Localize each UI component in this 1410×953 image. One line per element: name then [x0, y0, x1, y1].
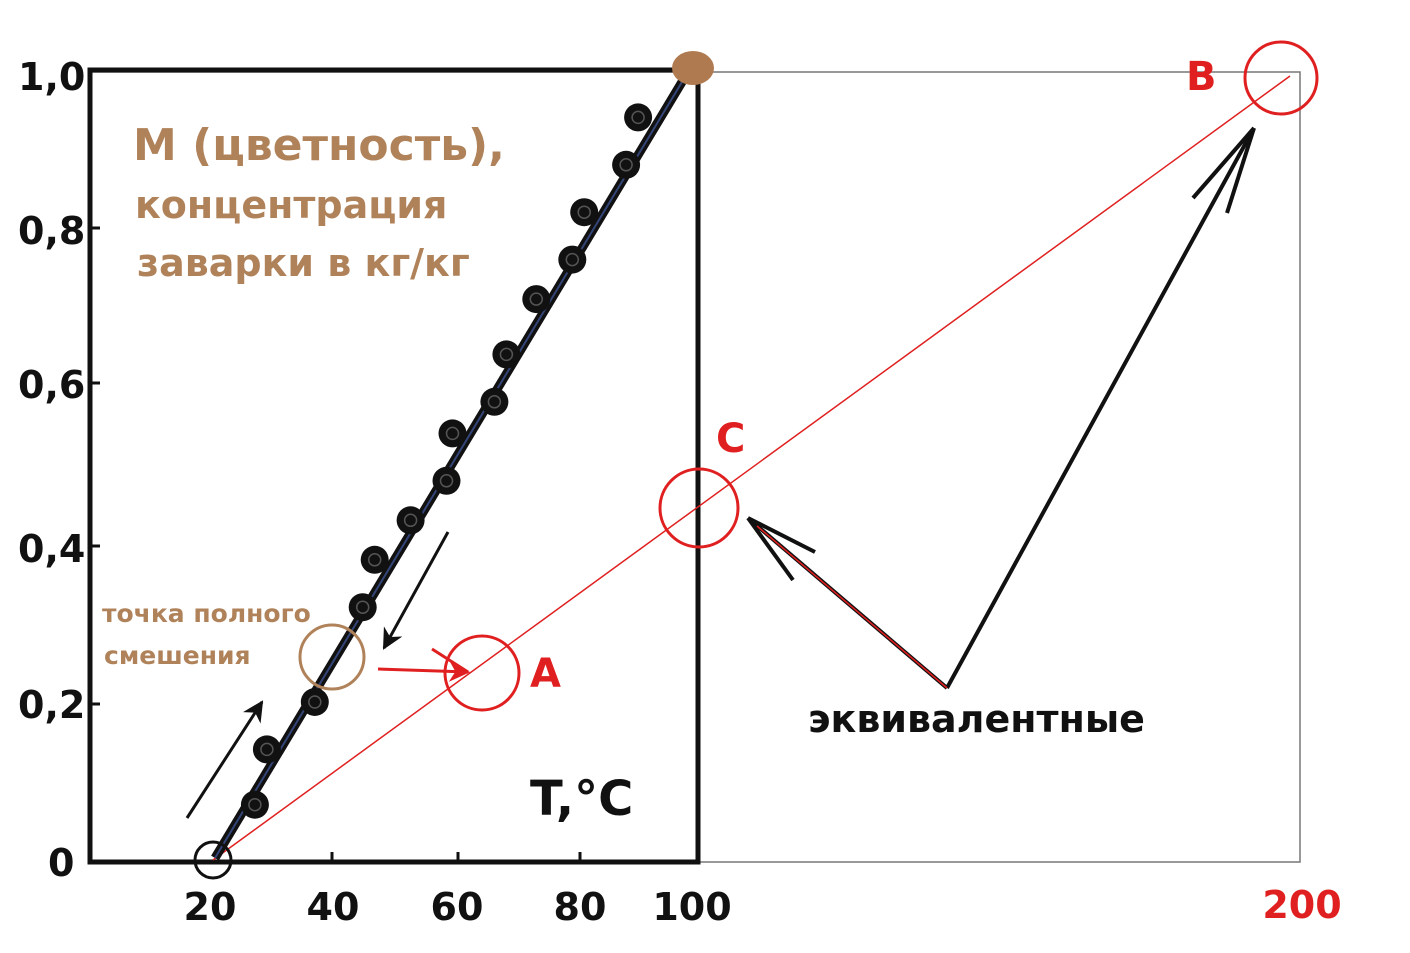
equivalent-arrows [746, 126, 1256, 690]
point-c-label: C [716, 416, 745, 462]
y-tick-marks [90, 226, 100, 706]
data-point [612, 150, 641, 179]
data-point [480, 387, 509, 416]
y-tick-label: 0 [48, 841, 74, 885]
x-tick-marks [330, 852, 582, 862]
x-tick-label: 100 [652, 885, 731, 929]
data-point-highlight [260, 742, 274, 757]
x-tick-label-200: 200 [1262, 883, 1341, 927]
x-axis-label: T,°C [530, 771, 633, 827]
endpoint-marker [672, 51, 714, 85]
up-arrow [185, 700, 264, 819]
mixing-to-a-arrow [377, 660, 471, 682]
y-axis-label: М (цветность), концентрация заварки в кг… [133, 120, 505, 285]
plot-frame [87, 67, 701, 865]
data-point [432, 466, 461, 495]
data-point [522, 285, 551, 314]
point-b-label: B [1186, 54, 1217, 100]
data-point-highlight [403, 513, 418, 528]
mixing-point-circle [298, 623, 366, 691]
y-axis-label-line3: заварки в кг/кг [137, 241, 470, 285]
y-tick-labels: 1,0 0,8 0,6 0,4 0,2 0 [18, 55, 85, 885]
x-tick-label: 20 [184, 885, 237, 929]
fit-line-highlight [214, 71, 689, 859]
x-tick-labels: 20 40 60 80 100 200 [184, 883, 1342, 929]
y-tick-label: 1,0 [18, 55, 85, 99]
data-point [240, 790, 269, 819]
data-point [558, 245, 587, 274]
mixing-line [212, 75, 1291, 861]
data-point-highlight [487, 395, 502, 409]
x-tick-label: 80 [554, 885, 607, 929]
data-point-highlight [248, 797, 262, 812]
origin-marker [193, 840, 233, 880]
x-tick-label: 40 [307, 885, 360, 929]
data-point [252, 735, 281, 764]
down-arrow [382, 531, 450, 650]
mixing-point-label-1: точка полного [102, 599, 311, 628]
equivalent-label: эквивалентные [808, 697, 1145, 741]
data-point-highlight [619, 158, 633, 172]
data-point-highlight [565, 252, 580, 267]
point-b-circle [1243, 40, 1319, 116]
point-a-label: A [530, 651, 561, 697]
y-axis-label-line2: концентрация [135, 183, 447, 227]
data-point [396, 506, 425, 535]
data-points [240, 103, 653, 819]
data-point [492, 340, 521, 369]
y-tick-label: 0,2 [18, 683, 85, 727]
data-point [570, 198, 599, 227]
data-point [300, 688, 329, 716]
data-point-highlight [529, 292, 544, 306]
x-tick-label: 60 [431, 885, 484, 929]
data-point-highlight [439, 474, 454, 488]
equivalent-arrow-red-tint [756, 525, 948, 689]
data-point [360, 545, 389, 574]
mixing-point-label-2: смешения [104, 641, 251, 670]
data-point-highlight [631, 110, 645, 125]
y-tick-label: 0,6 [18, 363, 85, 407]
y-tick-label: 0,8 [18, 209, 85, 253]
data-point-highlight [308, 695, 322, 709]
data-point-highlight [367, 553, 382, 567]
data-point-highlight [355, 600, 370, 614]
data-point [624, 103, 653, 132]
data-point-highlight [499, 347, 514, 362]
y-tick-label: 0,4 [18, 527, 85, 571]
mixing-to-a-arrow-head [431, 647, 469, 674]
data-point-highlight [577, 205, 591, 219]
point-a-circle [443, 634, 521, 712]
point-c-circle [658, 467, 740, 549]
data-point-highlight [445, 426, 460, 441]
y-axis-label-line1: М (цветность), [133, 120, 505, 171]
data-point [348, 593, 377, 622]
data-point [438, 419, 467, 448]
